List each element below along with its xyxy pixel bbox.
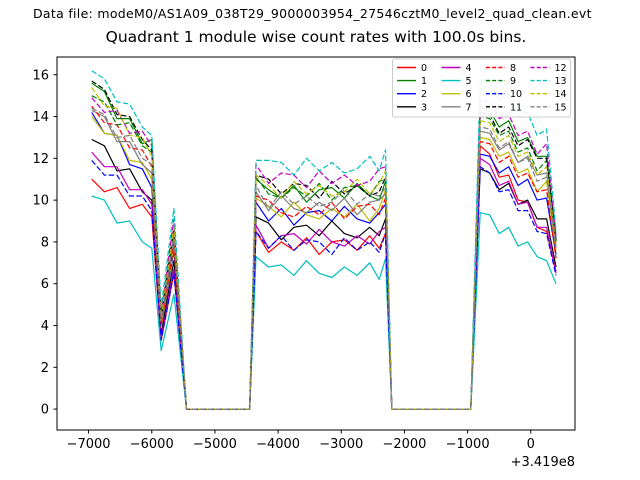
series-line-14: [91, 86, 557, 410]
legend-label-2: 2: [421, 89, 427, 100]
legend-label-5: 5: [466, 76, 472, 87]
series-line-15: [91, 107, 557, 410]
data-file-annotation: Data file: modeM0/AS1A09_038T29_90000039…: [33, 6, 592, 21]
y-tick-label: 14: [32, 110, 49, 125]
x-tick-label: −4000: [256, 437, 300, 452]
legend-label-7: 7: [466, 102, 472, 113]
y-tick-label: 8: [41, 235, 49, 250]
y-tick-label: 4: [41, 319, 49, 334]
chart-title: Quadrant 1 module wise count rates with …: [105, 28, 527, 46]
series-line-6: [91, 116, 557, 410]
legend-label-9: 9: [510, 76, 516, 87]
y-tick-label: 10: [32, 194, 49, 209]
legend-label-3: 3: [421, 102, 427, 113]
series-line-4: [91, 151, 557, 410]
legend-label-13: 13: [555, 76, 567, 87]
series-line-10: [91, 160, 557, 410]
legend-label-15: 15: [555, 102, 567, 113]
y-tick-label: 2: [41, 361, 49, 376]
series-line-0: [91, 145, 557, 410]
y-tick-label: 12: [32, 152, 49, 167]
legend-label-4: 4: [466, 63, 472, 74]
y-tick-label: 16: [32, 68, 49, 83]
x-tick-label: −6000: [130, 437, 174, 452]
series-line-5: [91, 195, 557, 410]
legend-label-12: 12: [555, 63, 567, 74]
legend: [392, 58, 571, 118]
legend-label-8: 8: [510, 63, 516, 74]
legend-label-6: 6: [466, 89, 472, 100]
legend-label-14: 14: [555, 89, 567, 100]
series-line-2: [91, 112, 557, 410]
series-line-11: [91, 80, 557, 410]
x-tick-label: −2000: [382, 437, 426, 452]
x-tick-label: −5000: [193, 437, 237, 452]
plot-area: [56, 56, 576, 431]
series-line-8: [91, 105, 557, 410]
series-line-13: [91, 70, 557, 410]
x-tick-label: 0: [527, 437, 535, 452]
y-tick-label: 6: [41, 277, 49, 292]
legend-label-11: 11: [510, 102, 522, 113]
legend-label-1: 1: [421, 76, 427, 87]
legend-label-0: 0: [421, 63, 427, 74]
series-line-12: [91, 97, 557, 410]
series-line-3: [91, 138, 557, 410]
y-tick-label: 0: [41, 403, 49, 418]
x-tick-label: −3000: [319, 437, 363, 452]
legend-label-10: 10: [510, 89, 522, 100]
x-tick-label: −7000: [67, 437, 111, 452]
x-tick-label: −1000: [446, 437, 490, 452]
axis-offset-label: +3.419e8: [511, 455, 575, 470]
